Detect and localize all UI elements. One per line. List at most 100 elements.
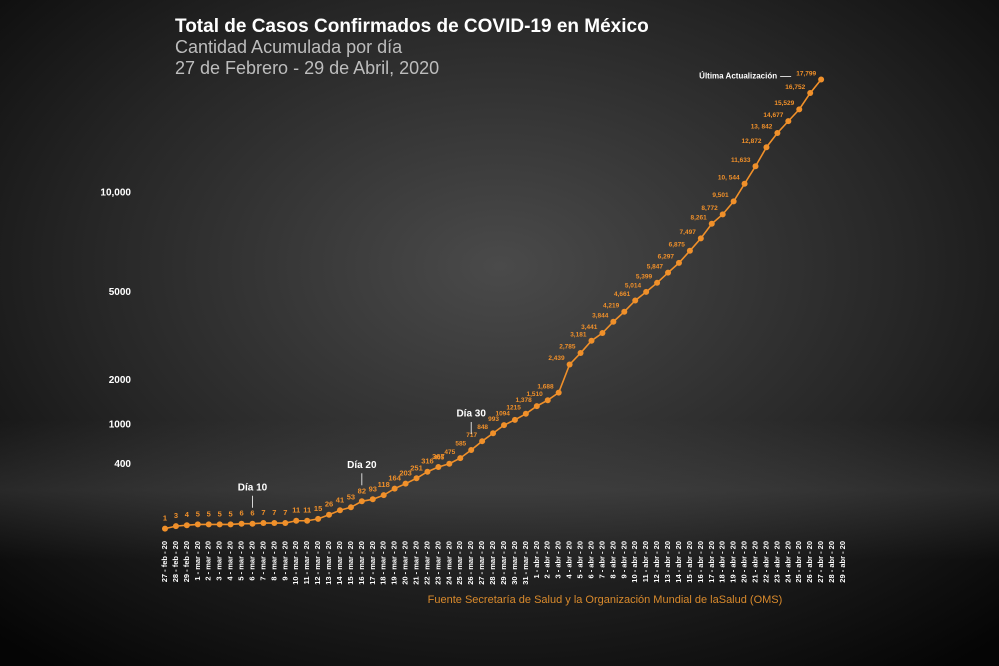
data-point: [774, 129, 781, 136]
data-point: [643, 288, 650, 295]
data-label: 1,378: [516, 397, 533, 404]
data-point: [468, 446, 475, 453]
x-tick-label: 9 - abr - 20: [619, 541, 628, 579]
x-tick-label: 28 - feb - 20: [171, 541, 180, 582]
x-tick-label: 12 - abr - 20: [652, 541, 661, 583]
data-point: [315, 515, 322, 522]
x-tick-label: 26 - mar - 20: [466, 541, 475, 585]
data-label: 10, 544: [718, 174, 740, 181]
x-tick-label: 22 - mar - 20: [422, 541, 431, 585]
source: Fuente Secretaría de Salud y la Organiza…: [428, 594, 783, 606]
data-point: [194, 521, 201, 528]
x-tick-label: 21 - mar - 20: [412, 541, 421, 585]
data-point: [752, 163, 759, 170]
x-tick-label: 29 - abr - 20: [838, 541, 847, 583]
annotation: Última Actualización: [699, 72, 777, 81]
data-label: 15: [314, 504, 322, 513]
y-tick-label: 5000: [109, 287, 132, 298]
x-tick-label: 15 - abr - 20: [685, 541, 694, 583]
data-point: [271, 520, 278, 527]
data-point: [380, 492, 387, 499]
x-tick-label: 14 - mar - 20: [335, 541, 344, 585]
data-label: 1,510: [526, 391, 543, 398]
x-tick-label: 25 - mar - 20: [455, 541, 464, 585]
x-tick-label: 3 - abr - 20: [554, 541, 563, 579]
data-label: 15,529: [774, 100, 794, 107]
data-point: [172, 523, 179, 530]
data-label: 8,772: [701, 205, 718, 212]
data-label: 8,261: [690, 214, 707, 221]
data-point: [227, 521, 234, 528]
data-label: 6: [239, 509, 243, 518]
x-tick-label: 1 - abr - 20: [532, 541, 541, 579]
data-label: 3,181: [570, 331, 587, 338]
x-tick-label: 4 - mar - 20: [226, 541, 235, 581]
x-tick-label: 8 - mar - 20: [269, 541, 278, 581]
data-label: 3: [174, 511, 178, 520]
data-point: [183, 522, 190, 529]
x-tick-label: 28 - mar - 20: [488, 541, 497, 585]
x-tick-label: 10 - abr - 20: [630, 541, 639, 583]
x-tick-label: 31 - mar - 20: [521, 541, 530, 585]
data-point: [424, 468, 431, 475]
data-point: [675, 259, 682, 266]
annotation: Día 20: [347, 460, 377, 471]
chart-subtitle: Cantidad Acumulada por día: [175, 37, 403, 57]
x-tick-label: 23 - abr - 20: [772, 541, 781, 583]
data-point: [654, 279, 661, 286]
data-label: 93: [369, 484, 377, 493]
data-label: 26: [325, 500, 333, 509]
data-label: 993: [488, 416, 499, 423]
x-tick-label: 17 - mar - 20: [368, 541, 377, 585]
data-point: [511, 416, 518, 423]
y-tick-label: 1000: [109, 419, 132, 430]
data-label: 5,399: [636, 274, 653, 281]
x-tick-label: 6 - abr - 20: [586, 541, 595, 579]
x-tick-label: 11 - abr - 20: [641, 541, 650, 582]
data-label: 41: [336, 495, 344, 504]
x-tick-label: 13 - abr - 20: [663, 541, 672, 583]
data-point: [632, 297, 639, 304]
data-label: 1215: [506, 405, 521, 412]
data-point: [730, 198, 737, 205]
x-tick-label: 2 - mar - 20: [204, 541, 213, 581]
x-tick-label: 18 - abr - 20: [718, 541, 727, 583]
data-point: [238, 520, 245, 527]
x-tick-label: 7 - mar - 20: [258, 541, 267, 581]
x-tick-label: 14 - abr - 20: [674, 541, 683, 583]
data-point: [533, 403, 540, 410]
data-label: 3,844: [592, 312, 609, 319]
data-point: [304, 517, 311, 524]
x-tick-label: 28 - abr - 20: [827, 541, 836, 583]
data-point: [719, 211, 726, 218]
data-point: [522, 410, 529, 417]
data-point: [741, 180, 748, 187]
chart-subtitle: 27 de Febrero - 29 de Abril, 2020: [175, 58, 439, 78]
data-label: 1: [163, 514, 167, 523]
data-label: 316: [421, 457, 434, 466]
x-tick-label: 19 - abr - 20: [729, 541, 738, 583]
data-point: [621, 308, 628, 315]
annotation: Día 30: [456, 409, 486, 420]
y-tick-label: 2000: [109, 375, 132, 386]
x-tick-label: 22 - abr - 20: [761, 541, 770, 583]
x-tick-label: 16 - abr - 20: [696, 541, 705, 583]
data-point: [686, 247, 693, 254]
data-label: 4,661: [614, 291, 631, 298]
data-point: [588, 337, 595, 344]
x-tick-label: 17 - abr - 20: [707, 541, 716, 583]
x-tick-label: 2 - abr - 20: [543, 541, 552, 579]
x-tick-label: 12 - mar - 20: [313, 541, 322, 585]
x-tick-label: 23 - mar - 20: [433, 541, 442, 585]
data-label: 5: [196, 509, 200, 518]
x-tick-label: 9 - mar - 20: [280, 541, 289, 581]
data-point: [391, 485, 398, 492]
data-point: [293, 517, 300, 524]
x-tick-label: 16 - mar - 20: [357, 541, 366, 585]
data-label: 6: [250, 509, 254, 518]
data-label: 1,688: [537, 383, 554, 390]
data-label: 53: [347, 492, 355, 501]
x-tick-label: 29 - mar - 20: [499, 541, 508, 585]
x-tick-label: 4 - abr - 20: [565, 541, 574, 579]
x-tick-label: 10 - mar - 20: [291, 541, 300, 585]
